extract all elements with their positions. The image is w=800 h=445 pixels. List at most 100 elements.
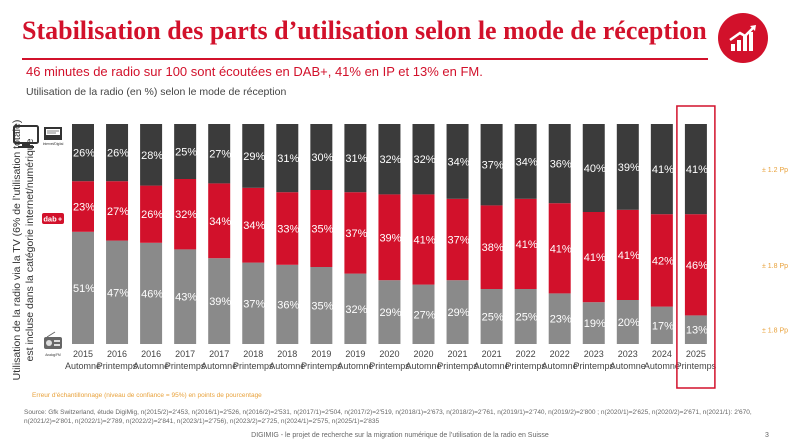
svg-text:Analog/FM: Analog/FM (45, 353, 61, 357)
data-label-ip: 31% (345, 153, 367, 165)
bar-segment-dab (412, 194, 435, 285)
data-label-fm: 36% (277, 299, 299, 311)
x-tick-season: Automne (644, 361, 680, 371)
x-tick-year: 2016 (141, 349, 161, 359)
x-tick-season: Automne (542, 361, 578, 371)
x-tick-season: Printemps (369, 361, 410, 371)
data-label-fm: 20% (618, 317, 640, 329)
bar-segment-ip (310, 124, 333, 190)
data-label-ip: 25% (175, 147, 197, 159)
bar-segment-ip (174, 124, 197, 179)
title-rule (22, 58, 708, 60)
bar-segment-ip (446, 124, 469, 199)
bar-segment-fm (72, 231, 94, 344)
data-label-fm: 29% (448, 307, 470, 319)
x-tick-year: 2023 (618, 349, 638, 359)
bar-segment-ip (548, 124, 571, 204)
data-label-dab: 41% (414, 235, 436, 247)
x-tick-season: Printemps (573, 361, 614, 371)
data-label-dab: 34% (243, 220, 265, 232)
bar-segment-ip (242, 124, 265, 188)
data-label-dab: 41% (618, 250, 640, 262)
x-tick-season: Automne (269, 361, 305, 371)
bar-segment-fm (276, 264, 299, 344)
highlight-box (676, 105, 716, 389)
footer: DIGIMIG - le projet de recherche sur la … (251, 432, 549, 439)
data-label-ip: 41% (686, 164, 708, 176)
bar-segment-ip (106, 124, 129, 182)
bar-segment-ip (378, 124, 401, 195)
y-note-line2: est incluse dans la catégorie internet/n… (24, 138, 36, 361)
x-tick-year: 2017 (209, 349, 229, 359)
bar-segment-dab (242, 187, 265, 263)
x-tick-year: 2019 (311, 349, 331, 359)
bar-segment-fm (616, 300, 639, 344)
x-tick-season: Automne (201, 361, 237, 371)
data-label-fm: 39% (209, 296, 231, 308)
x-tick-year: 2020 (379, 349, 399, 359)
x-tick-season: Printemps (301, 361, 342, 371)
bar-segment-fm (582, 302, 605, 344)
data-label-fm: 35% (311, 301, 333, 313)
data-label-fm: 19% (584, 318, 606, 330)
x-tick-season: Printemps (437, 361, 478, 371)
x-tick-year: 2018 (243, 349, 263, 359)
bar-segment-dab (72, 181, 94, 232)
bar-segment-fm (174, 249, 197, 344)
x-tick-season: Automne (610, 361, 646, 371)
data-label-ip: 37% (482, 160, 504, 172)
data-label-dab: 41% (516, 239, 538, 251)
y-note-line1: Utilisation de la radio via la TV (6% de… (11, 120, 23, 380)
bar-segment-fm (208, 258, 231, 344)
data-label-fm: 43% (175, 292, 197, 304)
x-tick-season: Automne (405, 361, 441, 371)
bar-segment-ip (480, 124, 503, 206)
bar-segment-dab (174, 179, 197, 250)
bar-segment-fm (378, 280, 401, 344)
x-tick-season: Printemps (505, 361, 546, 371)
bar-segment-fm (650, 306, 673, 344)
data-label-dab: 33% (277, 224, 299, 236)
bar-segment-fm (514, 289, 537, 344)
data-label-ip: 28% (141, 150, 163, 162)
data-label-fm: 51% (73, 283, 95, 295)
tv-icon (13, 125, 39, 148)
data-label-fm: 25% (516, 312, 538, 324)
bar-segment-dab (480, 205, 503, 289)
bar-segment-ip (616, 124, 639, 210)
data-label-dab: 46% (686, 260, 708, 272)
data-label-ip: 41% (652, 164, 674, 176)
x-tick-year: 2025 (686, 349, 706, 359)
x-tick-year: 2016 (107, 349, 127, 359)
x-tick-year: 2017 (175, 349, 195, 359)
stacked-bar-chart: Internet/Digital dab + Analog/FM 51% 23% 2… (13, 105, 788, 389)
x-tick-year: 2021 (448, 349, 468, 359)
data-label-ip: 36% (550, 159, 572, 171)
data-label-fm: 17% (652, 320, 674, 332)
bar-segment-dab (446, 198, 469, 281)
analog-radio-icon: Analog/FM (44, 331, 62, 357)
bar-segment-fm (446, 280, 469, 344)
data-label-fm: 37% (243, 298, 265, 310)
bar-segment-ip (208, 124, 231, 184)
bar-segment-fm (106, 240, 129, 344)
data-label-dab: 26% (141, 209, 163, 221)
data-label-dab: 41% (584, 252, 606, 264)
x-tick-year: 2018 (277, 349, 297, 359)
x-tick-year: 2023 (584, 349, 604, 359)
data-label-ip: 29% (243, 151, 265, 163)
bar-segment-fm (684, 315, 707, 344)
data-label-fm: 32% (345, 304, 367, 316)
bar-segment-dab (344, 192, 367, 274)
svg-text:+: + (58, 217, 62, 224)
x-tick-year: 2022 (516, 349, 536, 359)
data-label-dab: 37% (448, 235, 470, 247)
data-label-dab: 37% (345, 228, 367, 240)
svg-text:dab: dab (43, 215, 57, 224)
bar-segment-ip (72, 124, 94, 182)
internet-numerique-icon: Internet/Digital (43, 127, 64, 146)
bar-segment-ip (582, 124, 605, 212)
data-label-dab: 35% (311, 224, 333, 236)
data-label-dab: 42% (652, 255, 674, 267)
x-tick-season: Automne (133, 361, 169, 371)
